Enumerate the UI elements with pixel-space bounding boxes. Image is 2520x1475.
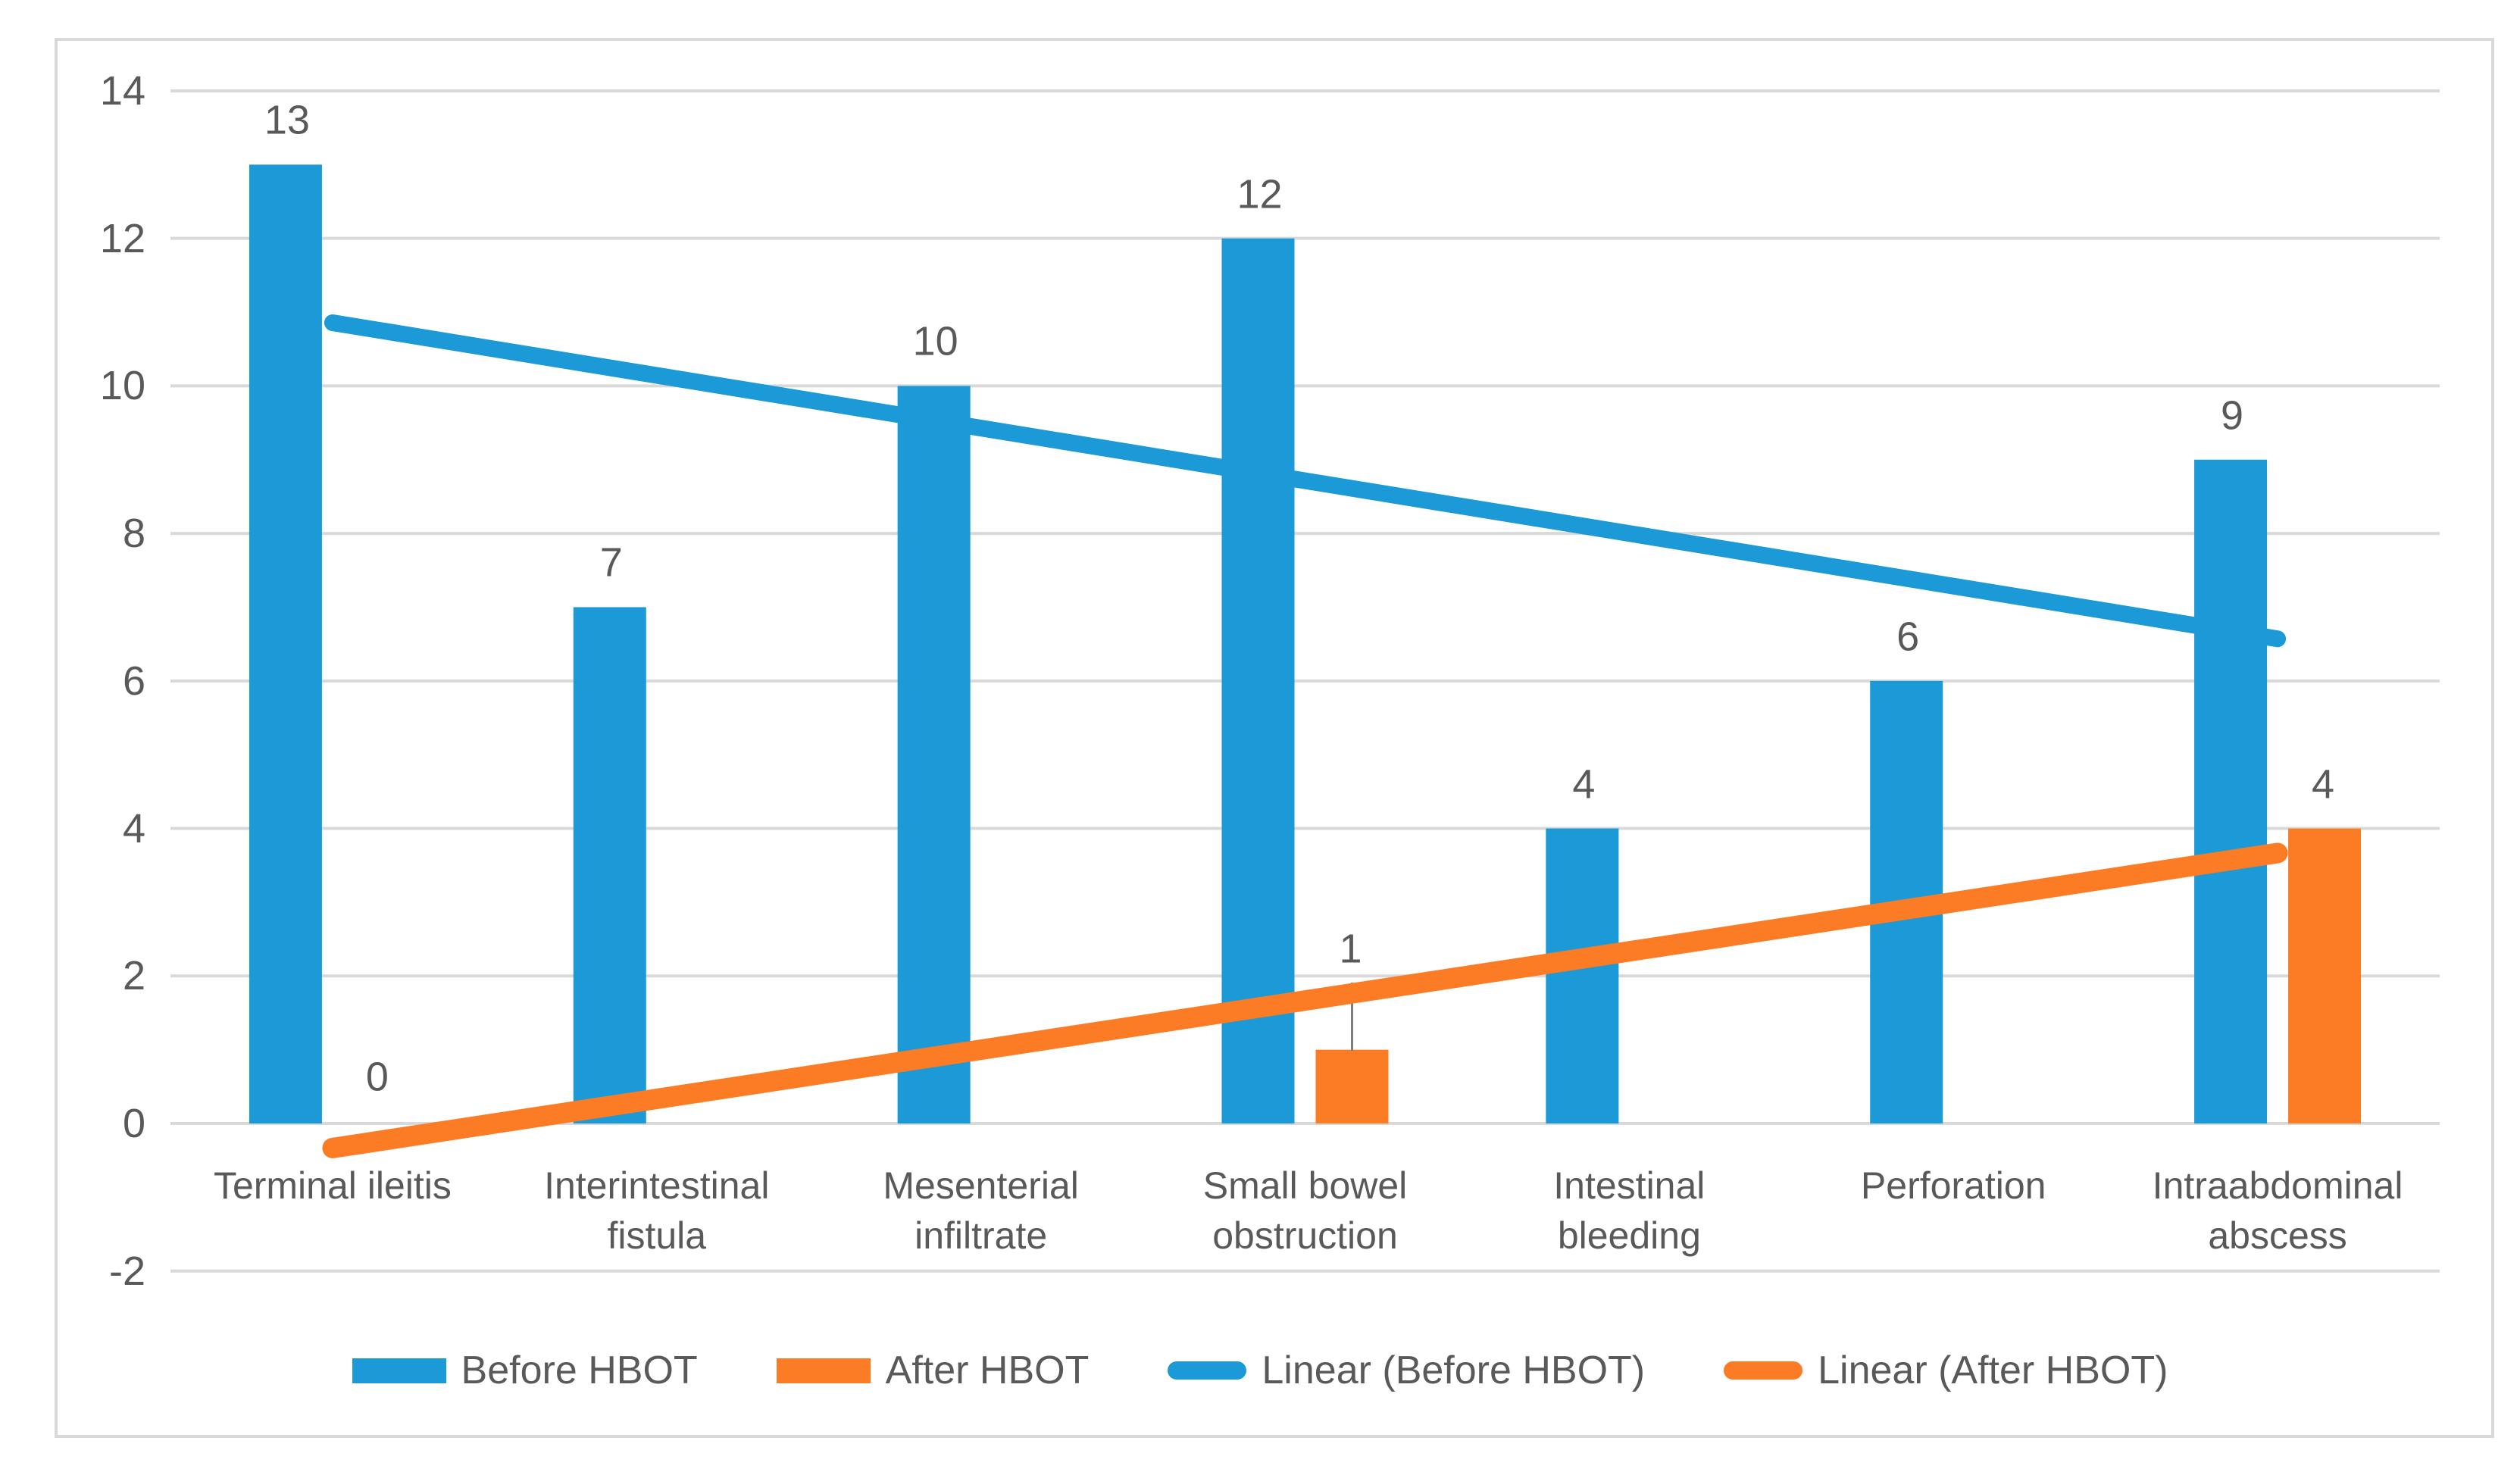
data-label: 9 (2221, 392, 2244, 439)
legend-item: Before HBOT (352, 1348, 698, 1393)
y-axis-tick-label: 10 (99, 363, 145, 409)
bar-before-hbot (1221, 238, 1295, 1124)
legend-item-label: After HBOT (885, 1348, 1090, 1392)
y-axis-tick-label: -2 (108, 1248, 145, 1294)
category-label: Interintestinal fistula (544, 1164, 770, 1257)
y-axis-tick-label: 6 (122, 658, 145, 704)
data-label: 0 (365, 1054, 389, 1100)
bar-before-hbot (1546, 828, 1619, 1123)
data-label: 12 (1237, 171, 1283, 217)
y-axis-tick-label: 2 (122, 953, 145, 999)
y-axis-tick-label: 0 (122, 1101, 145, 1146)
data-label: 6 (1896, 614, 1920, 660)
bar-before-hbot (249, 164, 322, 1123)
legend-item-label: Linear (After HBOT) (1818, 1348, 2168, 1392)
trendline-linear-after-hbot (322, 842, 2288, 1158)
legend-item-label: Before HBOT (461, 1348, 698, 1392)
y-axis-tick-label: 4 (122, 805, 145, 852)
data-label: 4 (2312, 761, 2335, 807)
legend-item-label: Linear (Before HBOT) (1262, 1348, 1646, 1392)
y-axis-tick-label: 12 (99, 215, 145, 261)
bar-after-hbot (2288, 828, 2362, 1123)
data-label: 4 (1572, 761, 1596, 807)
category-label: Mesenterial infiltrate (883, 1164, 1079, 1257)
data-label: 10 (912, 318, 958, 364)
category-label: Perforation (1860, 1164, 2046, 1207)
legend-line-swatch-icon (1168, 1361, 1247, 1380)
category-label: Terminal ileitis (213, 1164, 452, 1207)
legend-item: Linear (After HBOT) (1724, 1348, 2168, 1393)
bar-before-hbot (897, 386, 971, 1123)
chart-legend: Before HBOT After HBOT Linear (Before HBOT… (0, 1347, 2520, 1394)
trendline-linear-before-hbot (324, 314, 2287, 648)
data-label: 1 (1339, 926, 1362, 972)
bar-before-hbot (2194, 459, 2268, 1123)
legend-line-swatch-icon (1724, 1361, 1803, 1380)
legend-bar-swatch-icon (352, 1358, 446, 1383)
category-label: Intestinal bleeding (1553, 1164, 1706, 1257)
y-axis-tick-label: 8 (122, 511, 145, 557)
category-label: Small bowel obstruction (1202, 1164, 1408, 1257)
y-axis-tick-label: 14 (99, 67, 145, 114)
bar-after-hbot (1315, 1049, 1389, 1123)
legend-item: Linear (Before HBOT) (1168, 1348, 1645, 1393)
data-label: 7 (599, 539, 623, 586)
legend-item: After HBOT (776, 1348, 1090, 1393)
bar-before-hbot (573, 607, 646, 1123)
data-label: 13 (264, 97, 310, 143)
category-label: Intraabdominal abscess (2152, 1164, 2403, 1257)
legend-bar-swatch-icon (776, 1358, 871, 1383)
